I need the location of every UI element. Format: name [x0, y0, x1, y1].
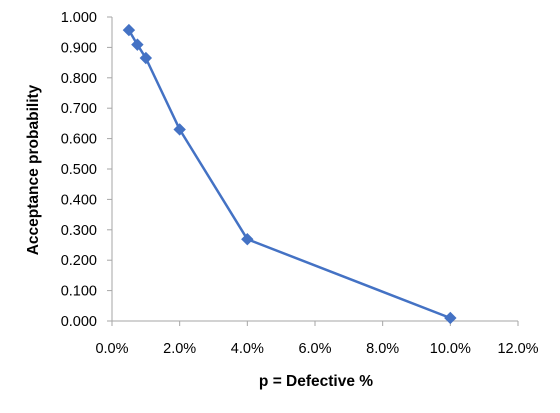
data-point-marker	[122, 23, 136, 37]
x-tick-label: 10.0%	[430, 341, 471, 357]
y-axis-title: Acceptance probability	[25, 84, 42, 255]
y-tick-label: 0.500	[61, 162, 97, 178]
y-tick-label: 0.300	[61, 223, 97, 239]
series-layer	[122, 23, 457, 325]
y-tick-label: 0.200	[61, 253, 97, 269]
y-tick-label: 0.400	[61, 192, 97, 208]
data-point-marker	[173, 123, 186, 136]
x-tick-label: 6.0%	[298, 341, 331, 357]
data-point-marker	[131, 38, 144, 51]
y-tick-label: 0.100	[61, 284, 97, 300]
x-tick-label: 2.0%	[163, 341, 196, 357]
x-tick-label: 4.0%	[231, 341, 264, 357]
y-tick-label: 0.800	[61, 71, 97, 87]
y-tick-label: 0.600	[61, 132, 97, 148]
data-point-marker	[444, 311, 457, 325]
data-point-marker	[139, 51, 153, 65]
y-tick-label: 0.900	[61, 40, 97, 56]
x-tick-label: 0.0%	[95, 341, 128, 357]
y-tick-label: 0.700	[61, 101, 97, 117]
data-point-marker	[241, 233, 254, 246]
x-axis-title: p = Defective %	[259, 373, 373, 390]
x-tick-label: 8.0%	[366, 341, 399, 357]
x-tick-label: 12.0%	[497, 341, 538, 357]
y-axis: 0.000 0.100 0.200 0.300 0.400 0.500 0.600 0.700…	[61, 10, 113, 330]
y-tick-label: 0.000	[61, 314, 97, 330]
x-axis: 0.0% 2.0% 4.0% 6.0% 8.0% 10.0% 12.0%	[95, 320, 539, 357]
series-line	[127, 29, 451, 320]
y-tick-label: 1.000	[61, 10, 97, 26]
